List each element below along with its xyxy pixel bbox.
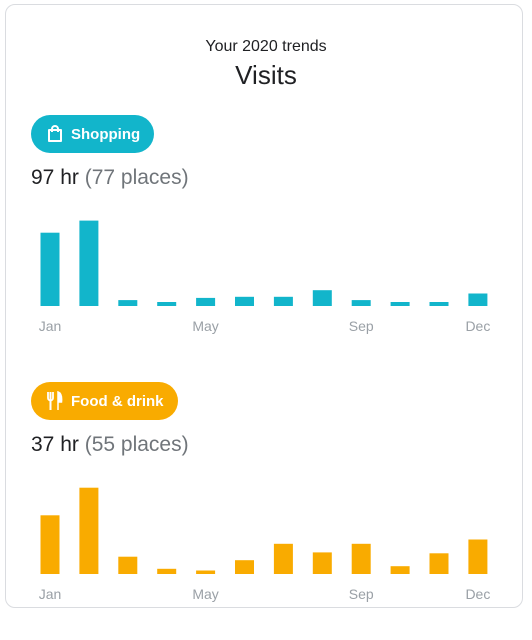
bar-jul [273, 543, 293, 574]
bar-jun [235, 296, 254, 306]
bar-aug [312, 290, 332, 306]
bar-jun [235, 560, 254, 574]
food-chip-label: Food & drink [71, 392, 164, 410]
bar-oct [390, 302, 410, 306]
shopping-monthly-chart: Jan May Sep Dec [39, 220, 490, 334]
bar-mar [118, 556, 138, 574]
x-tick-label: Jan [39, 318, 62, 334]
food-stat: 37 hr (55 places) [31, 433, 189, 457]
x-tick-label: Jan [39, 586, 62, 602]
bar-feb [79, 220, 99, 306]
food-monthly-chart: Jan May Sep Dec [39, 487, 490, 602]
shopping-stat: 97 hr (77 places) [31, 166, 189, 190]
shopping-hours: 97 hr [31, 166, 79, 189]
food-hours: 37 hr [31, 433, 79, 456]
x-tick-label: May [192, 586, 218, 602]
shopping-chip-label: Shopping [71, 125, 141, 143]
fork-knife-icon [45, 391, 65, 411]
bar-may [196, 297, 216, 306]
bar-jan [40, 232, 60, 306]
shopping-category-chip[interactable]: Shopping [31, 115, 155, 153]
bar-dec [468, 293, 488, 306]
bar-dec [468, 539, 488, 574]
bar-nov [429, 553, 449, 574]
bar-nov [429, 302, 449, 306]
bar-feb [79, 487, 99, 574]
card-subtitle: Your 2020 trends [205, 38, 327, 55]
bar-mar [118, 300, 138, 306]
bar-sep [351, 300, 371, 306]
bar-apr [157, 568, 177, 574]
bar-jan [40, 515, 60, 574]
shopping-bag-icon [45, 124, 65, 144]
x-tick-label: Dec [465, 586, 490, 602]
food-drink-category-chip[interactable]: Food & drink [31, 382, 178, 420]
shopping-places: (77 places) [84, 166, 189, 189]
card-title: Visits [235, 60, 297, 90]
x-tick-label: Sep [349, 586, 374, 602]
bar-aug [312, 552, 332, 574]
bar-oct [390, 566, 410, 574]
bar-apr [157, 302, 177, 306]
x-tick-label: Sep [349, 318, 374, 334]
bar-may [196, 570, 216, 574]
food-places: (55 places) [84, 433, 189, 456]
x-tick-label: Dec [465, 318, 490, 334]
bar-sep [351, 543, 371, 574]
bar-jul [273, 296, 293, 306]
x-tick-label: May [192, 318, 218, 334]
